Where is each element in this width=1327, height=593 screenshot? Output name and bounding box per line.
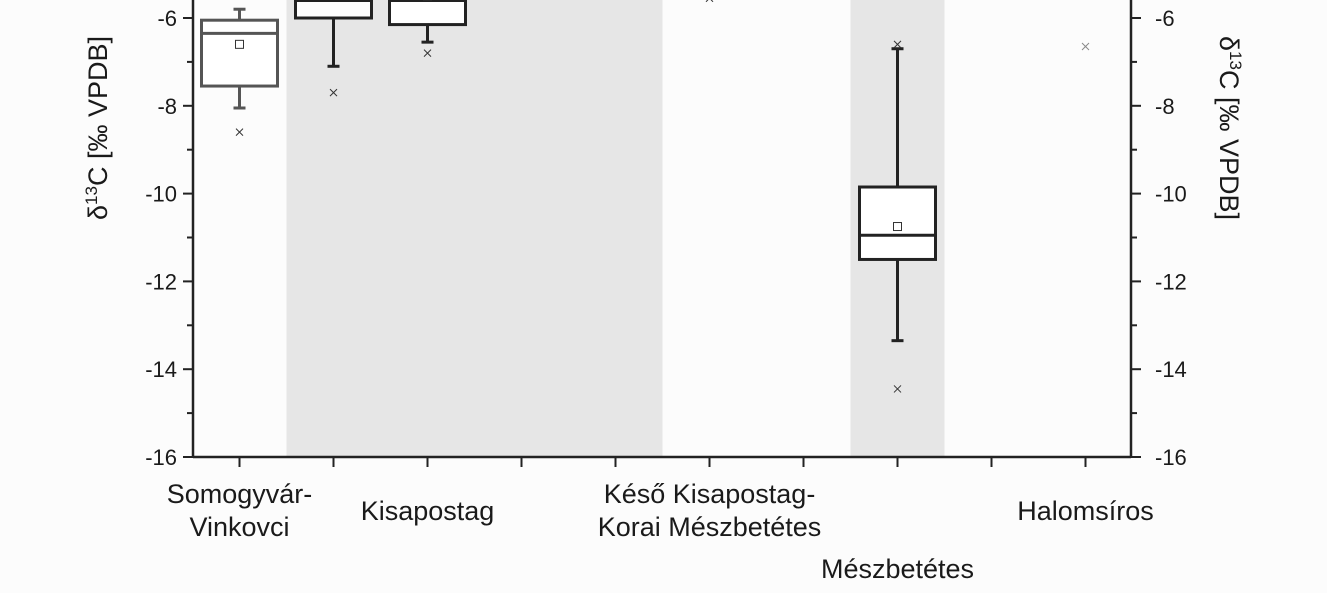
single-points [705, 0, 1090, 51]
ytick-label-left: -10 [145, 182, 177, 207]
labels: -6 -6 -8 -8 -10 -10 -12 -12 -14 -14 -16 -16 Somogyvá… [145, 6, 1187, 584]
ytick-label-left: -12 [145, 269, 177, 294]
outlier-1 [893, 385, 902, 393]
box-1 [200, 7, 279, 136]
y-axis-title-right: δ13C [‰ VPDB] [1214, 36, 1245, 220]
outlier-0 [423, 49, 432, 57]
ytick-label-left: -8 [157, 94, 177, 119]
mean-marker [893, 222, 902, 232]
y-axis-title-left: δ13C [‰ VPDB] [82, 36, 113, 220]
axes [183, 0, 1141, 467]
boxes [200, 0, 937, 393]
box-body [858, 185, 937, 261]
ytick-label-right: -10 [1155, 182, 1187, 207]
category-label-3: Mészbetétes [821, 554, 974, 584]
ytick-label-left: -6 [157, 6, 177, 31]
shaded-band-0 [286, 0, 663, 457]
single-point-0 [705, 0, 714, 3]
box-body [294, 0, 373, 20]
box-2 [294, 0, 373, 97]
category-label-0: Somogyvár-Vinkovci [167, 479, 313, 542]
box-3 [388, 0, 467, 57]
ytick-label-right: -12 [1155, 269, 1187, 294]
category-label-4: Halomsíros [1017, 496, 1154, 526]
shaded-bands [286, 0, 945, 457]
ytick-label-right: -16 [1155, 445, 1187, 470]
ytick-label-right: -8 [1155, 94, 1175, 119]
box-8 [858, 40, 937, 393]
box-body [388, 0, 467, 27]
ytick-label-right: -6 [1155, 6, 1175, 31]
mean-marker [235, 39, 244, 49]
outlier-0 [893, 40, 902, 49]
ytick-label-right: -14 [1155, 357, 1187, 382]
ytick-label-left: -16 [145, 445, 177, 470]
outlier-0 [329, 88, 338, 97]
category-label-1: Kisapostag [361, 496, 495, 526]
category-label-2: Késő Kisapostag-Korai Mészbetétes [598, 479, 822, 542]
ytick-label-left: -14 [145, 357, 177, 382]
box-body [200, 18, 279, 88]
outlier-0 [235, 128, 244, 136]
single-point-1 [1081, 42, 1090, 51]
